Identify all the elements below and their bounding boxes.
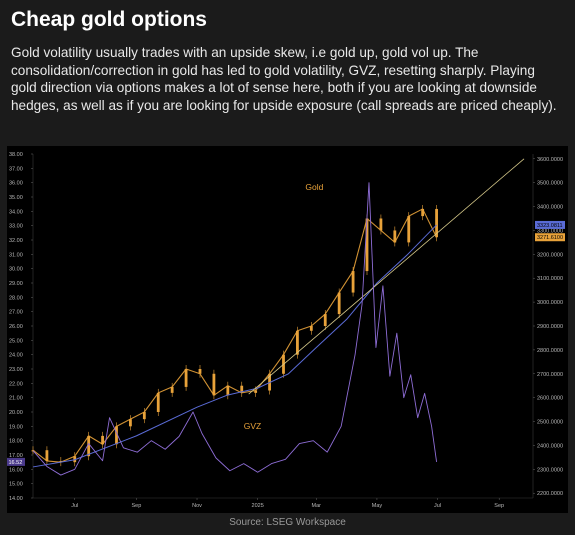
- gold-candle: [115, 426, 118, 445]
- right-tick-label: 2200.0000: [537, 491, 563, 497]
- annotations: Gold GVZ: [244, 182, 324, 431]
- gold-candle: [198, 369, 202, 374]
- left-last-value-tag: [7, 457, 25, 466]
- left-tick-label: 25.00: [9, 338, 23, 344]
- gold-candle: [73, 456, 77, 463]
- left-tick-label: 27.00: [9, 310, 23, 316]
- gold-candle: [323, 314, 327, 326]
- x-tick-label: Mar: [312, 503, 322, 509]
- gold-candle: [309, 326, 313, 331]
- right-tick-label: 2800.0000: [537, 348, 563, 354]
- left-tick-label: 19.00: [9, 424, 23, 430]
- gold-candle: [101, 435, 104, 445]
- left-tick-label: 29.00: [9, 281, 23, 287]
- x-tick-label: Sep: [494, 503, 504, 509]
- gold-candle: [393, 230, 397, 243]
- left-tick-label: 35.00: [9, 195, 23, 201]
- gold-candle: [170, 386, 174, 393]
- gold-candle: [351, 271, 355, 293]
- left-tick-label: 14.00: [9, 496, 23, 502]
- gold-candle: [379, 218, 383, 231]
- right-last-value-label: 3323.0811: [537, 223, 563, 229]
- gold-candle: [296, 330, 299, 355]
- gold-candle: [184, 369, 188, 387]
- left-tick-label: 20.00: [9, 410, 23, 416]
- gold-candle: [365, 218, 369, 272]
- x-tick-label: May: [372, 503, 383, 509]
- left-tick-label: 30.00: [9, 267, 23, 273]
- page-title: Cheap gold options: [11, 8, 207, 31]
- left-tick-label: 15.00: [9, 482, 23, 488]
- left-tick-label: 38.00: [9, 152, 23, 158]
- right-tick-label: 2900.0000: [537, 324, 563, 330]
- gold-candle: [407, 216, 411, 243]
- left-tick-label: 37.00: [9, 166, 23, 172]
- gold-candle: [421, 208, 425, 217]
- right-tick-label: 2500.0000: [537, 420, 563, 426]
- last-value-labels: 16.52 3323.0811 3271.6100: [7, 220, 565, 466]
- left-tick-label: 22.00: [9, 381, 23, 387]
- left-tick-label: 26.00: [9, 324, 23, 330]
- right-tick-label: 2300.0000: [537, 467, 563, 473]
- right-tick-label: 2400.0000: [537, 443, 563, 449]
- annotation-gold: Gold: [305, 182, 323, 192]
- x-tick-label: 2025: [252, 503, 264, 509]
- right-tick-label: 3400.0000: [537, 205, 563, 211]
- trend-line-line: [248, 158, 525, 395]
- left-last-value-label: 16.52: [9, 460, 23, 466]
- body-paragraph: Gold volatility usually trades with an u…: [11, 45, 557, 113]
- right-last-value-tag: [535, 233, 565, 242]
- left-tick-label: 24.00: [9, 353, 23, 359]
- gold-candle: [435, 208, 438, 238]
- left-axis: 14.00 15.00 16.00 17.00 18.00 19.00 20.00 21.00…: [9, 152, 34, 502]
- chart-panel: 14.00 15.00 16.00 17.00 18.00 19.00 20.00 21.00…: [7, 146, 568, 513]
- x-tick-label: Sep: [131, 503, 141, 509]
- right-tick-label: 3600.0000: [537, 157, 563, 163]
- gold-candle: [212, 373, 216, 396]
- gold-candle: [156, 392, 160, 412]
- gold-candle: [337, 292, 341, 315]
- right-last-value-label: 3271.6100: [537, 235, 563, 241]
- gold-candle: [87, 435, 91, 457]
- annotation-gvz: GVZ: [244, 421, 261, 431]
- right-tick-label: 3000.0000: [537, 300, 563, 306]
- source-note: Source: LSEG Workspace: [229, 517, 346, 528]
- gold-candle: [59, 460, 63, 463]
- gold-candle: [226, 385, 230, 396]
- right-axis: 2200.0000 2300.0000 2400.0000 2500.0000 2600…: [532, 154, 563, 498]
- left-tick-label: 32.00: [9, 238, 23, 244]
- right-tick-label: 2600.0000: [537, 396, 563, 402]
- left-tick-label: 34.00: [9, 209, 23, 215]
- left-tick-label: 16.00: [9, 467, 23, 473]
- x-tick-label: Jul: [434, 503, 441, 509]
- gold-candle: [45, 450, 49, 461]
- right-tick-label: 3300.0000: [537, 228, 563, 234]
- left-tick-label: 28.00: [9, 295, 23, 301]
- right-tick-label: 3500.0000: [537, 181, 563, 187]
- gold-candle: [129, 419, 132, 427]
- gold-candle: [254, 390, 258, 393]
- left-tick-label: 17.00: [9, 453, 23, 459]
- right-tick-label: 2700.0000: [537, 372, 563, 378]
- right-tick-label: 3200.0000: [537, 252, 563, 258]
- left-tick-label: 31.00: [9, 252, 23, 258]
- left-tick-label: 21.00: [9, 396, 23, 402]
- right-tick-label: 3100.0000: [537, 276, 563, 282]
- x-tick-label: Jul: [71, 503, 78, 509]
- x-axis: Jul Sep Nov 2025 Mar May Jul Sep: [33, 497, 533, 509]
- gold-candle: [240, 385, 244, 393]
- gold-candle: [142, 412, 146, 420]
- gold-gvz-chart: 14.00 15.00 16.00 17.00 18.00 19.00 20.00 21.00…: [7, 152, 565, 509]
- x-tick-label: Nov: [192, 503, 202, 509]
- gold-line: [32, 208, 438, 463]
- left-tick-label: 36.00: [9, 181, 23, 187]
- left-tick-label: 18.00: [9, 439, 23, 445]
- left-tick-label: 23.00: [9, 367, 23, 373]
- left-tick-label: 33.00: [9, 224, 23, 230]
- plot-area: [31, 158, 525, 476]
- right-last-value-tag: [535, 220, 565, 229]
- gold-moving-average-line: [32, 224, 437, 468]
- gvz-line: [32, 182, 438, 476]
